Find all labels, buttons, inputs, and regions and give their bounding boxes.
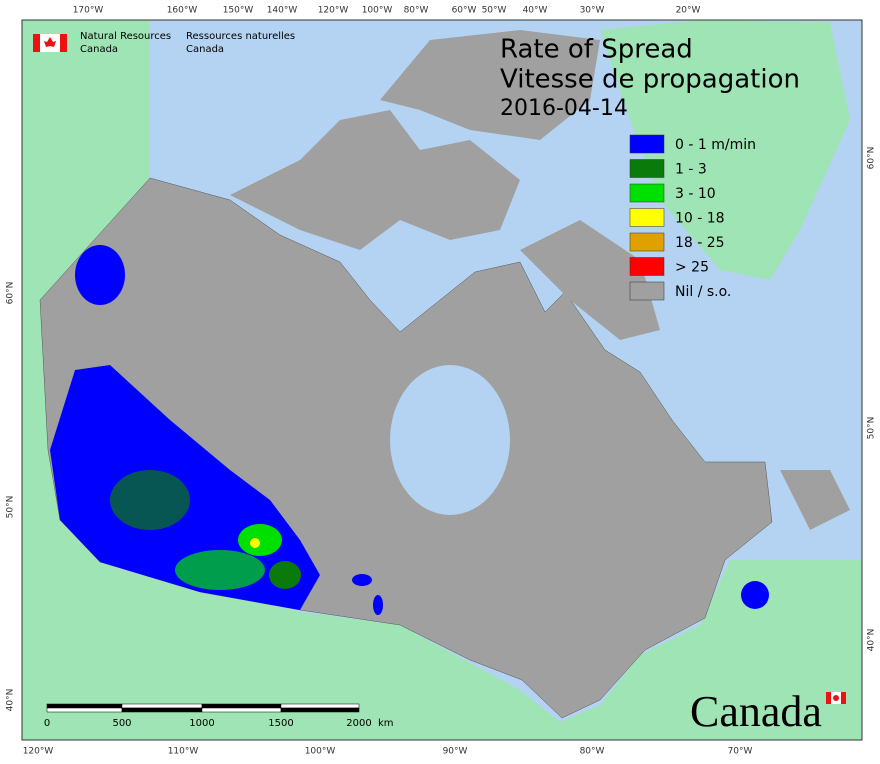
- fire-area: [373, 595, 383, 615]
- graticule-label: 40°N: [6, 689, 16, 712]
- legend-label: 10 - 18: [675, 211, 725, 227]
- scale-segment: [280, 707, 360, 713]
- title: Rate of Spread: [500, 35, 693, 65]
- graticule-label: 90°W: [443, 747, 468, 757]
- united-states: [22, 300, 862, 740]
- graticule-label: 80°W: [404, 6, 429, 16]
- graticule-label: 140°W: [267, 6, 298, 16]
- graticule-label: 50°N: [6, 496, 16, 519]
- graticule-label: 110°W: [168, 747, 199, 757]
- scale-segment: [121, 707, 203, 713]
- flag-bar: [33, 34, 40, 52]
- ellesmere: [380, 30, 600, 140]
- graticule-label: 120°W: [23, 747, 54, 757]
- legend-swatch: [629, 232, 665, 252]
- greenland: [600, 20, 850, 280]
- alaska: [22, 20, 150, 300]
- graticule-label: 60°N: [867, 147, 877, 170]
- legend-swatch: [629, 183, 665, 203]
- graticule-label: 100°W: [305, 747, 336, 757]
- graticule-label: 120°W: [318, 6, 349, 16]
- legend-swatch: [629, 159, 665, 178]
- wordmark-leaf: [833, 695, 839, 701]
- scale-label: 1500: [268, 718, 293, 729]
- scale-segment: [201, 703, 282, 709]
- graticule-label: 160°W: [167, 6, 198, 16]
- scale-label: 2000: [346, 718, 371, 729]
- canada-wordmark: Canada: [690, 687, 846, 736]
- graticule-label: 50°N: [867, 417, 877, 440]
- legend-label: 3 - 10: [675, 186, 716, 202]
- graticule-label: 80°W: [580, 747, 605, 757]
- frame: [21, 19, 863, 741]
- arctic-islands: [230, 110, 520, 250]
- legend-swatch: [629, 281, 665, 301]
- legend-label: 1 - 3: [675, 162, 707, 178]
- agency-fr: Ressources naturelles: [186, 31, 295, 42]
- subtitle: Vitesse de propagation: [500, 65, 800, 95]
- maple-leaf: [44, 37, 56, 47]
- graticule-label: 30°W: [580, 6, 605, 16]
- legend-label: 18 - 25: [675, 235, 725, 251]
- legend-label: > 25: [675, 260, 709, 276]
- graticule-label: 40°W: [523, 6, 548, 16]
- scale-segment: [121, 703, 203, 709]
- fire-area: [352, 574, 372, 586]
- nrcan-signature: Natural Resources Canada Ressources natu…: [33, 31, 295, 55]
- agency-en: Natural Resources: [80, 31, 171, 42]
- scale-bar: 0 500 1000 1500 2000 km: [44, 703, 394, 729]
- graticule-label: 100°W: [362, 6, 393, 16]
- fire-area: [175, 550, 265, 590]
- graticule-label: 70°W: [728, 747, 753, 757]
- graticule-label: 50°W: [482, 6, 507, 16]
- baffin: [520, 220, 660, 340]
- legend-swatch: [629, 208, 665, 227]
- scale-label: 1000: [189, 718, 214, 729]
- fire-area: [238, 524, 282, 556]
- graticule-label: 60°W: [452, 6, 477, 16]
- fire-area: [250, 538, 260, 548]
- scale-unit: km: [378, 718, 394, 729]
- wordmark: Canada: [690, 687, 822, 736]
- hudson-bay: [390, 365, 510, 515]
- legend: 0 - 1 m/min 1 - 3 3 - 10 10 - 18 18 - 25 > 25…: [629, 134, 756, 301]
- fire-area: [75, 245, 125, 305]
- graticule-labels: 170°W 160°W 150°W 140°W 120°W 100°W 80°W 60°W 50…: [6, 6, 877, 757]
- legend-swatch: [629, 134, 665, 154]
- legend-swatch: [629, 257, 665, 276]
- graticule-label: 170°W: [73, 6, 104, 16]
- scale-segment: [280, 703, 360, 709]
- fire-area: [110, 470, 190, 530]
- graticule-label: 40°N: [867, 629, 877, 652]
- graticule-label: 60°N: [6, 282, 16, 305]
- fire-areas: [50, 245, 769, 615]
- newfoundland: [780, 470, 850, 530]
- legend-label: 0 - 1 m/min: [675, 137, 756, 153]
- scale-segment: [201, 707, 282, 713]
- fire-area: [741, 581, 769, 609]
- graticule-label: 150°W: [223, 6, 254, 16]
- fire-area: [269, 561, 301, 589]
- graticule-label: 20°W: [676, 6, 701, 16]
- legend-label: Nil / s.o.: [675, 284, 731, 300]
- agency-fr: Canada: [186, 44, 224, 55]
- agency-en: Canada: [80, 44, 118, 55]
- scale-segment: [46, 707, 123, 713]
- scale-label: 0: [44, 718, 50, 729]
- scale-segment: [46, 703, 123, 709]
- date: 2016-04-14: [500, 96, 628, 121]
- flag-bar: [60, 34, 67, 52]
- scale-label: 500: [112, 718, 131, 729]
